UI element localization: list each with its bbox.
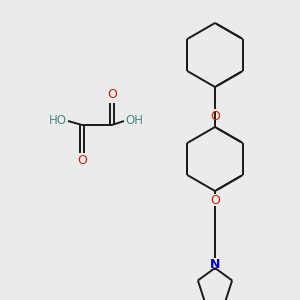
Text: OH: OH <box>125 113 143 127</box>
Text: O: O <box>107 88 117 101</box>
Text: O: O <box>210 110 220 124</box>
Text: HO: HO <box>49 113 67 127</box>
Text: O: O <box>77 154 87 167</box>
Text: O: O <box>210 194 220 206</box>
Text: N: N <box>210 257 220 271</box>
